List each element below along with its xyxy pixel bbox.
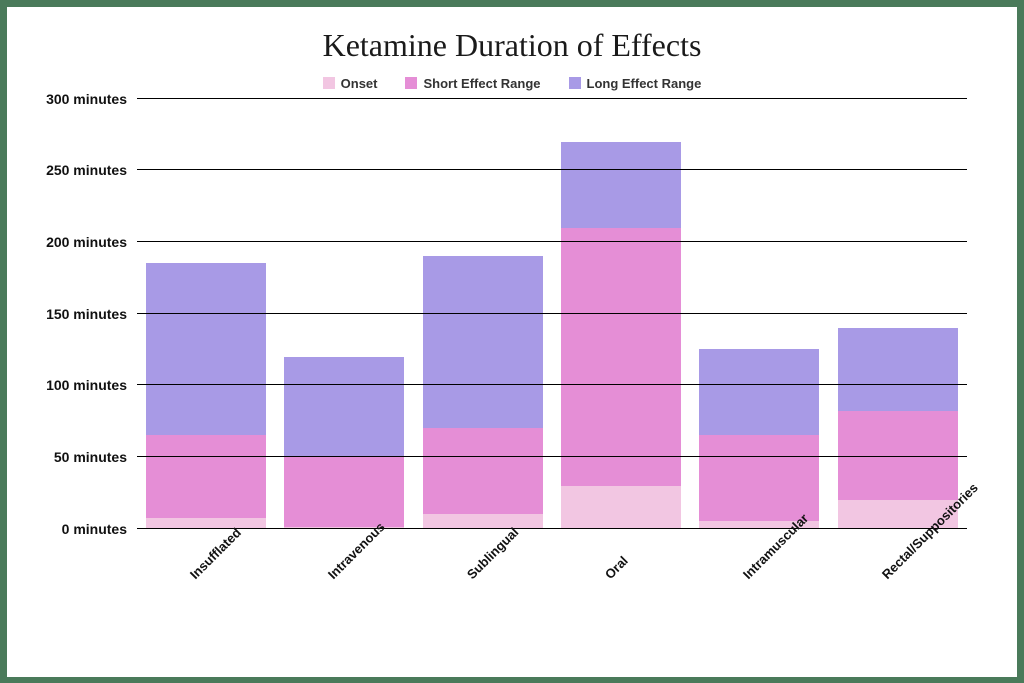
chart-title: Ketamine Duration of Effects [37,27,987,64]
bar-segment-long [561,142,681,228]
y-tick-label: 300 minutes [46,91,137,107]
y-tick-label: 0 minutes [62,521,137,537]
grid-line [137,169,967,170]
legend-swatch-short [405,77,417,89]
bar-segment-long [284,357,404,457]
legend-label-short: Short Effect Range [423,76,540,91]
grid-line [137,313,967,314]
bar-segment-short [146,435,266,518]
y-tick-label: 250 minutes [46,162,137,178]
y-tick-label: 200 minutes [46,234,137,250]
grid-line [137,384,967,385]
bar-slot [284,357,404,529]
x-axis-labels: InsufflatedIntravenousSublingualOralIntr… [137,529,967,649]
bar-slot [838,328,958,529]
bar-segment-long [699,349,819,435]
y-tick-label: 150 minutes [46,306,137,322]
chart-container: Ketamine Duration of Effects Onset Short… [7,7,1017,677]
bar [423,256,543,528]
bar-slot [146,263,266,528]
legend-item-onset: Onset [323,76,378,91]
legend-swatch-long [569,77,581,89]
y-tick-label: 100 minutes [46,377,137,393]
legend-swatch-onset [323,77,335,89]
bar [561,142,681,529]
bars-group [137,99,967,529]
grid-line [137,98,967,99]
bar-segment-short [423,428,543,514]
plot-area: 0 minutes50 minutes100 minutes150 minute… [137,99,967,529]
bar-slot [699,349,819,528]
legend-label-onset: Onset [341,76,378,91]
legend-label-long: Long Effect Range [587,76,702,91]
grid-line [137,241,967,242]
bar-segment-short [561,228,681,486]
bar-slot [423,256,543,528]
bar-segment-long [146,263,266,435]
grid-line [137,456,967,457]
bar-segment-long [423,256,543,428]
legend-item-long: Long Effect Range [569,76,702,91]
bar [284,357,404,529]
legend-item-short: Short Effect Range [405,76,540,91]
y-tick-label: 50 minutes [54,449,137,465]
bar [146,263,266,528]
bar-slot [561,142,681,529]
legend: Onset Short Effect Range Long Effect Ran… [37,76,987,91]
bar [838,328,958,529]
bar-segment-long [838,328,958,411]
bar [699,349,819,528]
